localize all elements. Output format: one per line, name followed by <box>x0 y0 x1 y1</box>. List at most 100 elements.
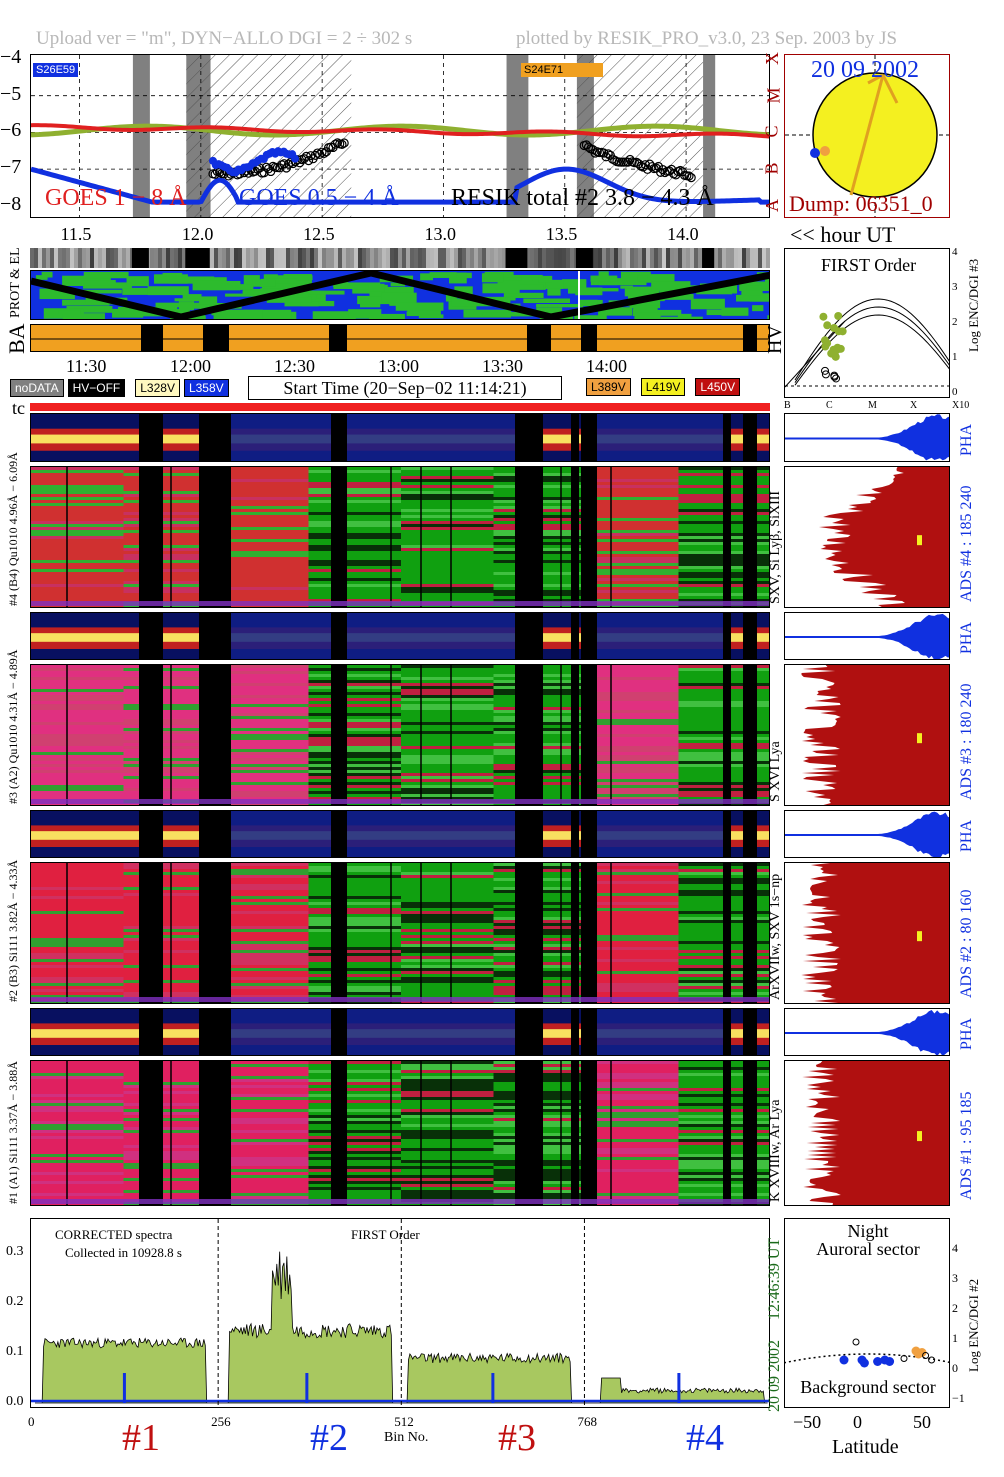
night-ytick: 0 <box>952 1361 958 1375</box>
pha-strip <box>30 1008 770 1056</box>
first-order-point <box>821 370 830 379</box>
header-right: plotted by RESIK_PRO_v3.0, 23 Sep. 2003 … <box>516 28 898 49</box>
ads-histogram <box>784 1060 950 1206</box>
region-left-tag: S26E59 <box>33 63 79 77</box>
night-point <box>873 1357 883 1366</box>
first-order-title: FIRST Order <box>821 255 917 275</box>
first-order-point <box>819 312 828 321</box>
v450-swatch: L450V <box>695 378 741 396</box>
spectrum-ytick: 0.2 <box>6 1294 24 1309</box>
resik-sample <box>583 142 594 152</box>
orbit-time-tick: 12:00 <box>170 356 212 376</box>
resik-curve <box>31 123 769 138</box>
legend-goes1: GOES 1 − 8 Å <box>45 185 187 211</box>
lines-label: S XVI Lya <box>768 741 783 802</box>
goes-ytick: −5 <box>0 82 22 105</box>
spectrum-xtick: 256 <box>211 1414 231 1429</box>
orbit-time-tick: 13:30 <box>482 356 524 376</box>
goes-ytick: −7 <box>0 156 22 179</box>
hvoff-swatch: HV−OFF <box>67 379 126 397</box>
resik-sample <box>590 148 600 158</box>
spectrum-order: FIRST Order <box>351 1227 420 1242</box>
night-ytick: 4 <box>952 1241 958 1255</box>
auroral-title: Auroral sector <box>816 1239 920 1259</box>
pha-histogram <box>784 810 950 858</box>
first-order-xtick: X10 <box>952 400 970 411</box>
lines-label: SXV, Si Lyβ, SiXIII <box>768 490 783 604</box>
pha-histogram <box>784 1008 950 1056</box>
spectrogram <box>30 1060 770 1206</box>
sun-date: 20 09 2002 <box>811 57 919 83</box>
v328-swatch: L328V <box>135 379 180 397</box>
first-order-point <box>823 321 832 330</box>
first-order-point <box>834 327 843 336</box>
night-xtick: 50 <box>913 1412 931 1432</box>
v358-swatch: L358V <box>183 379 229 397</box>
sun-disk-panel: 20 09 2002 Dump: 06351_0 <box>784 54 950 218</box>
orbit-time-tick: 12:30 <box>274 356 316 376</box>
night-point <box>928 1356 936 1364</box>
ads-label: ADS #4 : 185 240 <box>958 485 975 602</box>
first-order-ytick: 1 <box>952 351 958 363</box>
ba-bar <box>30 324 770 352</box>
goes2-sample <box>291 154 300 163</box>
goes-xtick: 12.5 <box>303 224 335 244</box>
first-order-ytick: 4 <box>952 246 958 258</box>
spectrum-ytick: 0.1 <box>6 1344 24 1359</box>
tc-bar <box>30 403 770 411</box>
goes-class-tick: M <box>763 87 784 104</box>
first-order-ytick: 3 <box>952 281 958 293</box>
resik-sample <box>339 138 349 148</box>
spectrum-ytick: 0.0 <box>6 1394 24 1409</box>
ads-label: ADS #2 : 80 160 <box>958 889 975 998</box>
ads-label: ADS #1 : 95 185 <box>958 1091 975 1200</box>
resik-sample <box>658 165 668 175</box>
channel-label: #3 (A2) Qu1010 4.31Å − 4.89Å <box>6 649 20 804</box>
resik-sample <box>686 173 696 183</box>
goes-lightcurve-plot <box>31 55 769 217</box>
first-order-xtick: B <box>784 400 791 411</box>
tc-label: tc <box>12 398 25 418</box>
goes-ytick: −6 <box>0 119 22 142</box>
ads-histogram <box>784 862 950 1004</box>
spectrogram <box>30 862 770 1004</box>
spectrum-xtick: 0 <box>28 1414 35 1429</box>
lines-label: K XVIIIw, Ar Lya <box>768 1099 783 1202</box>
sun-disk-plot <box>785 55 949 217</box>
goes-xtick: 12.0 <box>181 224 214 244</box>
goes-xtick: 14.0 <box>667 224 699 244</box>
background-title: Background sector <box>800 1377 936 1397</box>
orbit-track-plot <box>31 271 769 319</box>
night-xlabel: Latitude <box>832 1436 899 1458</box>
goes-lightcurve-panel: S26E59 S24E71 GOES 1 − 8 Å GOES 0.5 − 4 … <box>30 54 770 218</box>
first-order-ytick: 2 <box>952 316 958 328</box>
orbit-track <box>31 271 769 319</box>
resik-sample <box>601 152 611 162</box>
pha-label: PHA <box>958 621 975 654</box>
goes-class-tick: B <box>761 162 782 175</box>
night-ytick: −1 <box>952 1391 965 1405</box>
first-order-plot <box>785 298 949 388</box>
pha-label: PHA <box>958 819 975 852</box>
first-order-point <box>823 339 832 348</box>
first-order-point <box>821 366 830 375</box>
night-xtick: −50 <box>793 1412 822 1432</box>
spectrum-xlabel: Bin No. <box>384 1430 429 1445</box>
resik-sample <box>304 156 314 166</box>
night-point <box>852 1338 860 1346</box>
spectrum-plot <box>31 1219 769 1407</box>
spectrum-xtick: 768 <box>577 1414 597 1429</box>
ba-label: BA <box>4 323 29 354</box>
dump-label: Dump: 06351_0 <box>789 191 933 216</box>
first-order-point <box>830 372 839 381</box>
night-point <box>859 1358 869 1368</box>
night-point <box>900 1355 908 1362</box>
first-order-panel: FIRST Order <box>784 248 950 398</box>
voltage-legend: noDATA HV−OFF L328V L358V <box>10 378 229 398</box>
gray-strip <box>30 248 770 268</box>
resik-sample <box>319 148 329 158</box>
orbit-time-tick: 14:00 <box>586 356 628 376</box>
spectrum-time: 12:46:39 UT <box>766 1237 783 1320</box>
goes2-curve <box>31 166 769 205</box>
goes-xtick: 13.5 <box>545 224 578 244</box>
